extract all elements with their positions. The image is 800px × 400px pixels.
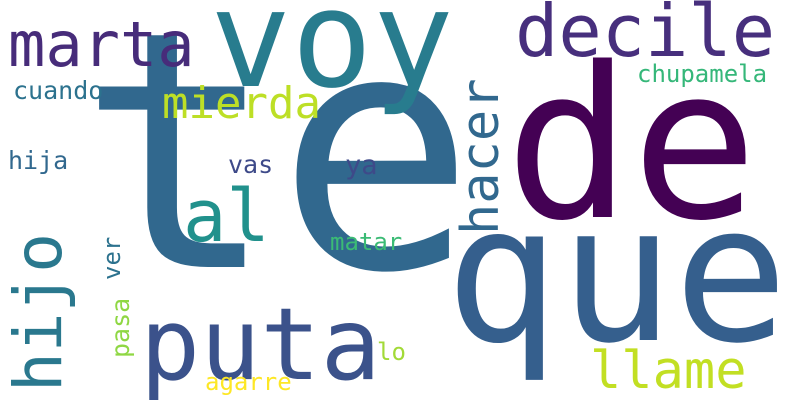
word-llame: llame: [590, 341, 747, 400]
word-al: al: [183, 174, 270, 258]
word-chupamela: chupamela: [637, 60, 768, 88]
word-matar: matar: [330, 228, 403, 256]
word-voy: voy: [210, 0, 454, 118]
word-ver: ver: [98, 236, 126, 280]
word-hija: hija: [8, 146, 69, 175]
word-vas: vas: [228, 150, 274, 179]
word-te: te: [78, 0, 476, 345]
word-decile: decile: [515, 0, 776, 73]
word-hijo: hijo: [0, 233, 77, 392]
word-puta: puta: [140, 286, 381, 400]
word-lo: lo: [377, 338, 406, 366]
word-hacer: hacer: [451, 78, 511, 235]
word-de: de: [505, 22, 758, 267]
word-que: que: [445, 164, 789, 385]
word-cuando: cuando: [13, 76, 104, 105]
word-pasa: pasa: [106, 297, 135, 358]
word-ya: ya: [345, 150, 378, 181]
word-marta: marta: [8, 8, 195, 81]
word-agarre: agarre: [205, 368, 292, 396]
word-mierda: mierda: [162, 78, 321, 129]
